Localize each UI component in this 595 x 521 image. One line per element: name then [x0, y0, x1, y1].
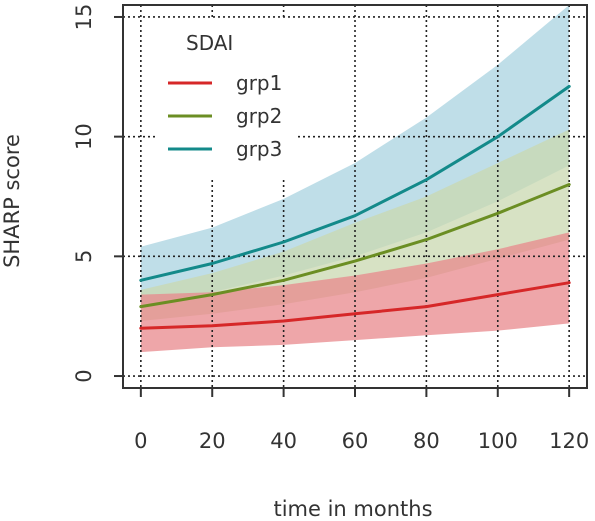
- y-axis: 0 5 10 15: [72, 4, 123, 383]
- grid-lines: [123, 5, 587, 388]
- series-line-grp2: [139, 183, 571, 309]
- legend: SDAI grp1 grp2 grp3: [158, 18, 298, 178]
- x-tick-label: 120: [549, 429, 589, 453]
- x-tick-label: 20: [199, 429, 226, 453]
- x-tick-label: 0: [134, 429, 147, 453]
- y-tick-label: 15: [72, 4, 96, 31]
- legend-title: SDAI: [186, 31, 233, 55]
- x-tick-label: 80: [413, 429, 440, 453]
- x-tick-label: 40: [270, 429, 297, 453]
- legend-label-grp3: grp3: [236, 137, 282, 161]
- legend-label-grp1: grp1: [236, 71, 282, 95]
- legend-background: [158, 18, 298, 178]
- y-tick-label: 10: [72, 123, 96, 150]
- x-tick-label: 60: [342, 429, 369, 453]
- x-axis-title: time in months: [273, 497, 432, 521]
- confidence-band-grp3: [140, 5, 570, 305]
- series-lines: [139, 84, 571, 330]
- y-tick-label: 5: [72, 250, 96, 263]
- legend-label-grp2: grp2: [236, 104, 282, 128]
- series-line-grp1: [139, 281, 571, 330]
- x-axis: 0 20 40 60 80 100 120: [134, 388, 589, 453]
- y-tick-label: 0: [72, 369, 96, 382]
- series-line-grp3: [139, 84, 571, 282]
- x-tick-label: 100: [478, 429, 518, 453]
- y-axis-title: SHARP score: [0, 134, 24, 268]
